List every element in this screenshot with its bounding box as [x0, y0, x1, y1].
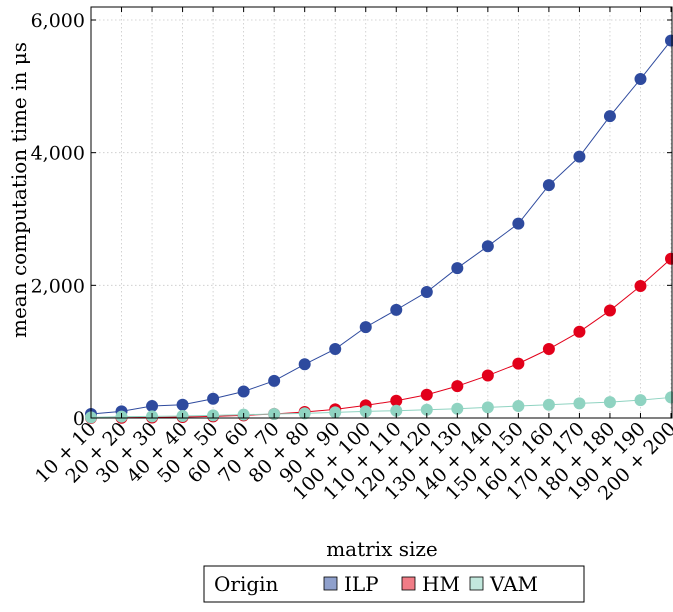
y-axis-title: mean computation time in μs: [7, 42, 31, 338]
data-point-ilp: [329, 343, 342, 356]
data-point-ilp: [573, 150, 586, 163]
plot-frame: [90, 6, 673, 419]
legend-label-hm: HM: [422, 572, 460, 596]
legend: Origin ILP HM VAM: [203, 565, 585, 603]
data-point-vam: [420, 403, 433, 416]
series-ilp: [85, 34, 673, 421]
x-axis-title: matrix size: [326, 537, 438, 561]
data-point-ilp: [420, 285, 433, 298]
data-point-ilp: [451, 262, 464, 275]
data-point-ilp: [542, 179, 555, 192]
data-point-hm: [512, 357, 525, 370]
legend-swatch-vam: [469, 576, 484, 591]
y-tick-label: 4,000: [31, 143, 85, 165]
legend-label-ilp: ILP: [344, 572, 379, 596]
data-point-ilp: [298, 358, 311, 371]
y-axis-ticks: 0 2,000 4,000 6,000: [31, 10, 672, 430]
data-point-ilp: [359, 321, 372, 334]
data-point-ilp: [268, 374, 281, 387]
data-point-vam: [634, 394, 647, 407]
legend-box: [203, 565, 585, 603]
data-point-hm: [481, 369, 494, 382]
data-point-hm: [542, 343, 555, 356]
legend-swatch-ilp: [323, 576, 338, 591]
data-point-ilp: [665, 34, 673, 47]
data-point-vam: [329, 406, 342, 419]
data-point-hm: [390, 394, 403, 407]
data-point-hm: [603, 304, 616, 317]
y-tick-label: 0: [73, 408, 85, 430]
data-point-ilp: [237, 385, 250, 398]
data-point-vam: [542, 398, 555, 411]
series-layer: [85, 34, 673, 424]
series-hm: [85, 252, 673, 424]
data-point-ilp: [176, 398, 189, 411]
data-point-ilp: [390, 303, 403, 316]
y-tick-label: 6,000: [31, 10, 85, 32]
data-point-ilp: [481, 240, 494, 253]
data-point-ilp: [207, 392, 220, 405]
data-point-ilp: [634, 73, 647, 86]
grid: [90, 7, 672, 419]
data-point-hm: [451, 380, 464, 393]
data-point-hm: [420, 388, 433, 401]
series-line-ilp: [90, 40, 672, 415]
data-point-hm: [573, 325, 586, 338]
series-line-hm: [90, 258, 672, 419]
data-point-vam: [573, 397, 586, 410]
legend-title: Origin: [214, 572, 279, 596]
data-point-vam: [603, 396, 616, 409]
data-point-ilp: [603, 110, 616, 123]
data-point-hm: [665, 252, 673, 265]
data-point-vam: [512, 400, 525, 413]
data-point-vam: [390, 404, 403, 417]
data-point-ilp: [512, 217, 525, 230]
data-point-vam: [481, 401, 494, 414]
legend-items: ILP HM VAM: [323, 572, 538, 596]
data-point-vam: [359, 405, 372, 418]
legend-label-vam: VAM: [489, 572, 538, 596]
data-point-ilp: [146, 400, 159, 413]
data-point-hm: [634, 279, 647, 292]
legend-swatch-hm: [401, 576, 416, 591]
series-vam: [85, 391, 673, 424]
data-point-vam: [451, 402, 464, 415]
y-tick-label: 2,000: [31, 275, 85, 297]
data-point-vam: [665, 391, 673, 404]
